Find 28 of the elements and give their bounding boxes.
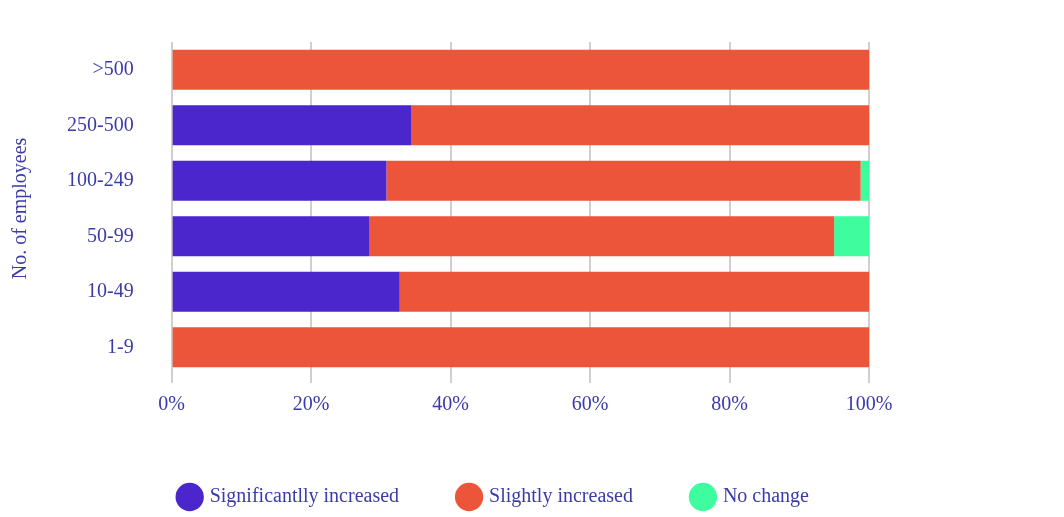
bar	[386, 160, 861, 201]
x-tick-label: 0%	[158, 392, 185, 415]
legend-label: Slightly increased	[489, 484, 633, 508]
bar	[172, 327, 869, 368]
bar	[172, 216, 370, 257]
x-tick-label: 40%	[432, 392, 469, 415]
x-tick-label: 80%	[711, 392, 748, 415]
legend-label: No change	[722, 484, 810, 508]
bar	[369, 216, 835, 257]
bar	[399, 271, 869, 312]
bar	[834, 216, 869, 257]
x-tick-label: 100%	[845, 392, 893, 415]
y-tick-label: >500	[92, 57, 134, 79]
bar	[172, 271, 400, 312]
y-axis-title: No. of employees	[8, 137, 32, 280]
y-tick-label: 1-9	[106, 334, 134, 357]
bar	[172, 49, 869, 90]
bar	[411, 105, 869, 146]
y-tick-label: 10-49	[86, 279, 134, 301]
bar	[172, 105, 412, 146]
legend-label: Significantlly increased	[209, 484, 400, 508]
y-tick-label: 100-249	[66, 168, 134, 190]
x-tick-label: 60%	[571, 392, 609, 415]
bar	[860, 160, 869, 201]
y-tick-label: 250-500	[66, 112, 134, 135]
y-tick-label: 50-99	[86, 223, 134, 246]
x-tick-label: 20%	[292, 392, 330, 415]
bar	[172, 160, 387, 201]
